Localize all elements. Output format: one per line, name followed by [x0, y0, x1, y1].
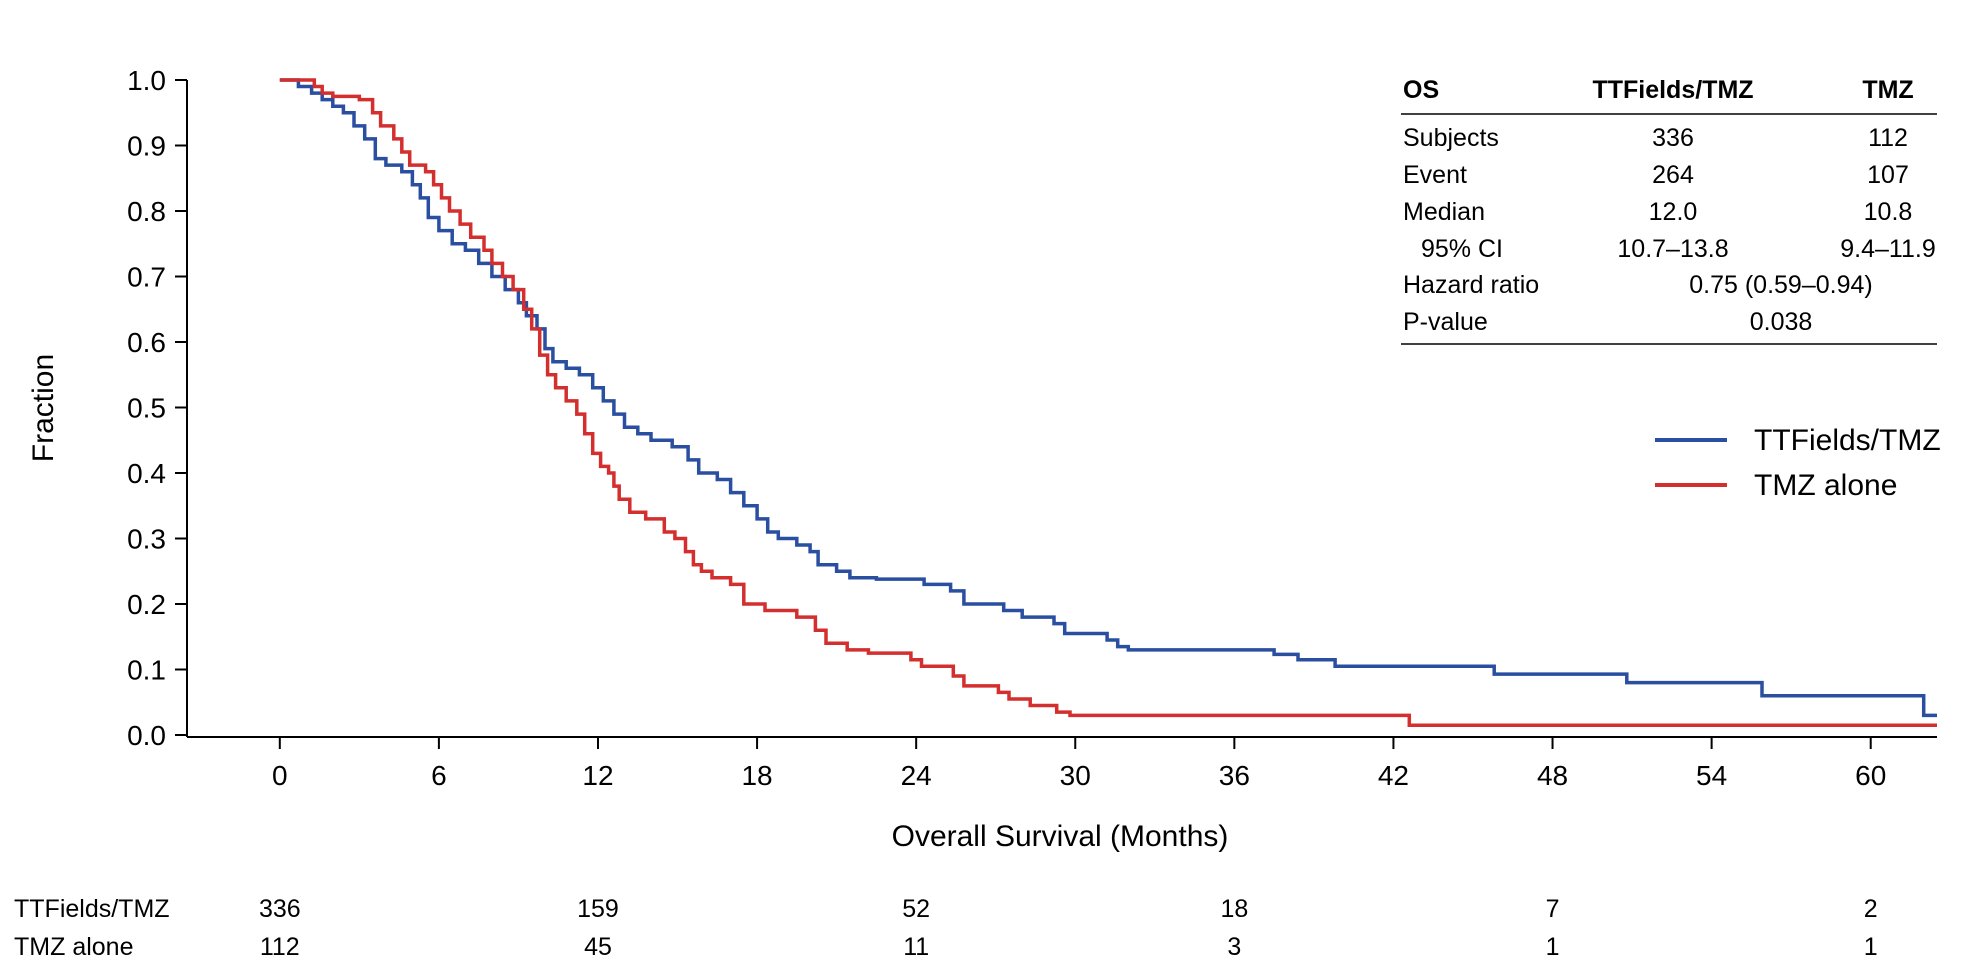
at-risk-value: 159 — [577, 895, 619, 923]
stats-row-value-a: 336 — [1652, 124, 1694, 152]
x-tick-label: 30 — [1060, 760, 1091, 791]
stats-hazard-value: 0.75 (0.59–0.94) — [1689, 271, 1872, 299]
stats-header-ttfields: TTFields/TMZ — [1592, 76, 1753, 104]
x-axis-title: Overall Survival (Months) — [892, 820, 1229, 853]
x-tick-label: 42 — [1378, 760, 1409, 791]
stats-row-value-a: 12.0 — [1649, 198, 1698, 226]
at-risk-value: 11 — [903, 933, 929, 961]
at-risk-value: 3 — [1227, 933, 1241, 961]
stats-row-label: Median — [1403, 198, 1485, 226]
at-risk-value: 45 — [584, 933, 612, 961]
y-tick-label: 1.0 — [127, 65, 166, 96]
at-risk-value: 18 — [1220, 895, 1248, 923]
x-tick-label: 0 — [272, 760, 288, 791]
at-risk-value: 1 — [1546, 933, 1560, 961]
y-tick-label: 0.0 — [127, 720, 166, 751]
at-risk-value: 52 — [902, 895, 930, 923]
stats-header-tmz: TMZ — [1862, 76, 1913, 104]
stats-row-value-b: 107 — [1867, 161, 1909, 189]
y-tick-label: 0.1 — [127, 655, 166, 686]
legend: TTFields/TMZ TMZ alone — [1655, 424, 1941, 502]
stats-p-value: 0.038 — [1750, 308, 1813, 336]
stats-table: OS TTFields/TMZ TMZ Subjects 336 112 Eve… — [1401, 76, 1937, 345]
legend-label-ttfields: TTFields/TMZ — [1754, 424, 1941, 457]
y-tick-label: 0.2 — [127, 589, 166, 620]
x-axis-ticks: 0 6 12 18 24 30 36 42 48 54 60 — [272, 737, 1886, 791]
x-tick-label: 36 — [1219, 760, 1250, 791]
y-tick-label: 0.9 — [127, 131, 166, 162]
legend-label-tmz: TMZ alone — [1754, 469, 1897, 502]
y-tick-label: 0.8 — [127, 196, 166, 227]
y-tick-label: 0.3 — [127, 524, 166, 555]
y-axis-title: Fraction — [27, 354, 60, 462]
x-tick-label: 24 — [901, 760, 932, 791]
stats-row-value-b: 112 — [1868, 124, 1908, 152]
x-tick-label: 6 — [431, 760, 447, 791]
x-tick-label: 48 — [1537, 760, 1568, 791]
at-risk-row-label: TTFields/TMZ — [14, 895, 170, 923]
stats-row-value-a: 10.7–13.8 — [1617, 235, 1728, 263]
x-tick-label: 54 — [1696, 760, 1727, 791]
survival-curve-tmz-alone — [279, 78, 1937, 727]
at-risk-value: 7 — [1546, 895, 1560, 923]
at-risk-value: 112 — [260, 933, 300, 961]
survival-curve-ttfields-tmz — [279, 78, 1937, 718]
y-tick-label: 0.7 — [127, 262, 166, 293]
y-tick-label: 0.6 — [127, 327, 166, 358]
stats-row-label: 95% CI — [1421, 235, 1503, 263]
stats-header-os: OS — [1403, 76, 1439, 104]
at-risk-value: 1 — [1864, 933, 1878, 961]
y-tick-label: 0.4 — [127, 458, 166, 489]
stats-row-label: Event — [1403, 161, 1467, 189]
at-risk-row-label: TMZ alone — [14, 933, 133, 961]
stats-row-value-b: 10.8 — [1864, 198, 1913, 226]
survival-curves — [279, 78, 1937, 727]
stats-hazard-label: Hazard ratio — [1403, 271, 1539, 299]
x-tick-label: 18 — [741, 760, 772, 791]
y-tick-label: 0.5 — [127, 393, 166, 424]
at-risk-value: 2 — [1864, 895, 1878, 923]
y-axis-ticks: 0.0 0.1 0.2 0.3 0.4 0.5 0.6 0.7 0.8 0.9 1.0 — [127, 65, 187, 751]
stats-row-label: Subjects — [1403, 124, 1499, 152]
x-tick-label: 60 — [1855, 760, 1886, 791]
stats-row-value-b: 9.4–11.9 — [1840, 235, 1935, 263]
x-tick-label: 12 — [582, 760, 613, 791]
at-risk-value: 336 — [259, 895, 301, 923]
stats-p-label: P-value — [1403, 308, 1488, 336]
stats-row-value-a: 264 — [1652, 161, 1694, 189]
